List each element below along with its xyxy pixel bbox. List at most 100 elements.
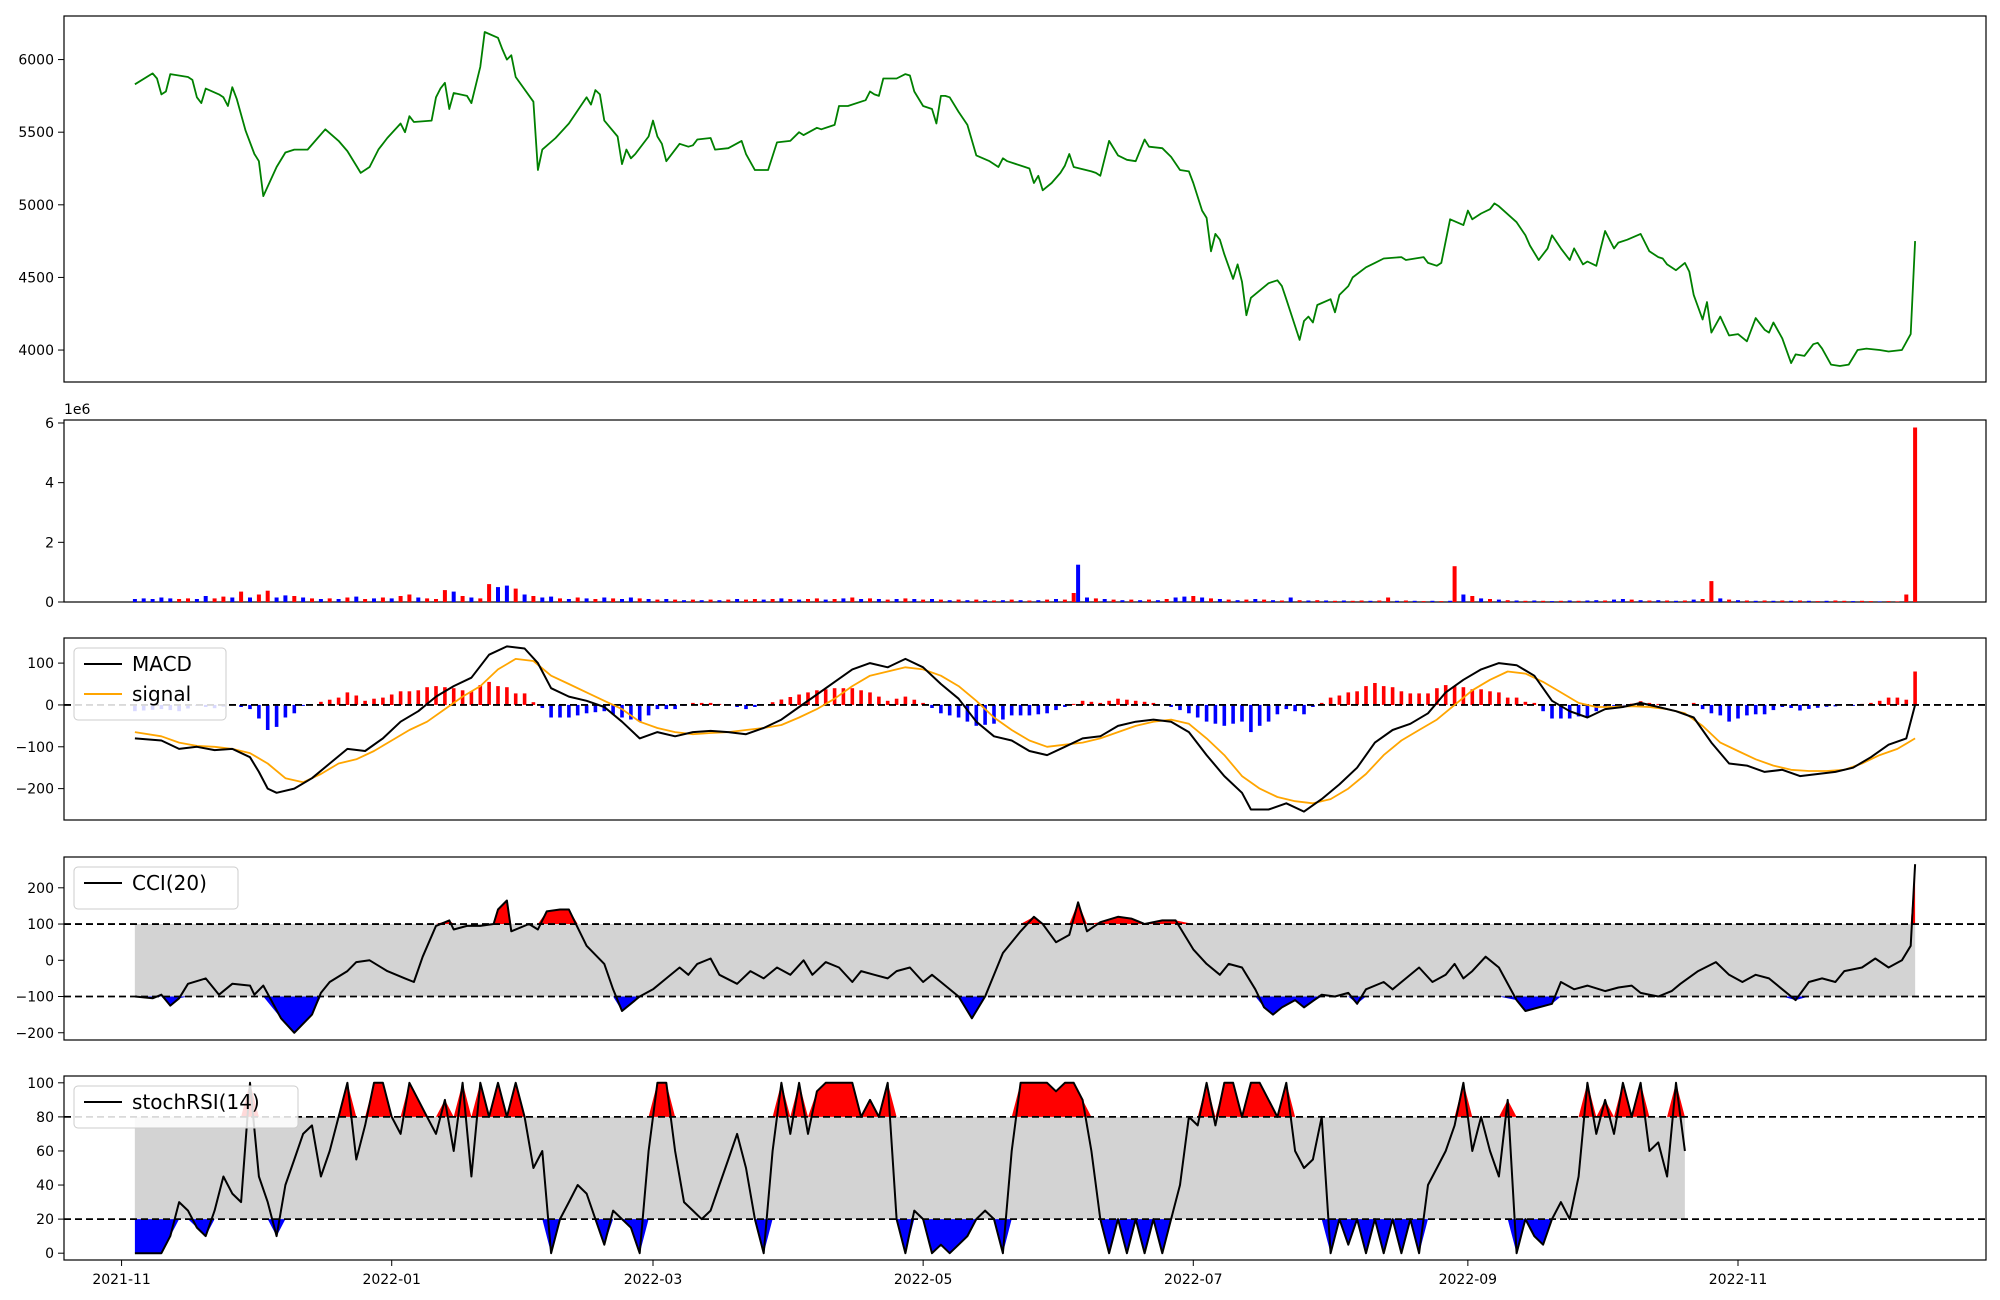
volume-bar bbox=[177, 599, 182, 602]
volume-bar bbox=[1532, 600, 1537, 602]
panel-3-neutral-band bbox=[134, 924, 1916, 997]
volume-bar bbox=[876, 599, 881, 602]
macd-histogram-bar bbox=[974, 704, 979, 726]
y-tick-label: 4000 bbox=[18, 343, 54, 359]
macd-histogram-bar bbox=[1328, 697, 1333, 705]
volume-bar bbox=[1461, 594, 1466, 602]
macd-histogram-bar bbox=[354, 695, 359, 705]
panel-4-oversold-fill bbox=[134, 1219, 1685, 1254]
y-tick-label: 6 bbox=[45, 416, 54, 432]
volume-bar bbox=[637, 598, 642, 602]
macd-histogram-bar bbox=[797, 694, 801, 705]
volume-bar bbox=[1288, 597, 1293, 602]
macd-histogram-bar bbox=[788, 697, 793, 705]
macd-histogram-bar bbox=[1762, 704, 1767, 715]
macd-histogram-bar bbox=[655, 704, 660, 710]
macd-histogram-bar bbox=[496, 686, 500, 705]
panel-2-legend: MACD signal bbox=[73, 647, 227, 721]
volume-bar bbox=[1647, 600, 1652, 602]
volume-bar bbox=[531, 596, 536, 602]
macd-histogram-bar bbox=[1612, 704, 1616, 706]
volume-bar bbox=[540, 597, 545, 602]
macd-histogram-bar bbox=[1417, 693, 1421, 705]
volume-bar bbox=[416, 597, 421, 602]
volume-bar bbox=[611, 598, 616, 602]
panel-3-y-axis: −200 −100 0 100 200 bbox=[16, 881, 64, 1042]
volume-bar bbox=[593, 599, 598, 602]
macd-histogram-bar bbox=[983, 704, 987, 725]
volume-bar bbox=[1789, 600, 1794, 602]
macd-histogram-bar bbox=[806, 692, 810, 705]
macd-histogram-bar bbox=[1435, 688, 1439, 705]
macd-histogram-bar bbox=[1523, 701, 1528, 705]
x-tick-label: 2021-11 bbox=[92, 1272, 151, 1288]
volume-bar bbox=[1209, 598, 1213, 602]
volume-bar bbox=[150, 599, 155, 602]
volume-bar bbox=[1824, 600, 1829, 602]
volume-bar bbox=[938, 599, 943, 602]
volume-bar bbox=[1045, 599, 1050, 602]
volume-bar bbox=[1488, 599, 1492, 602]
macd-histogram-bar bbox=[708, 702, 713, 705]
volume-bar bbox=[1718, 598, 1723, 602]
macd-histogram-bar bbox=[319, 701, 323, 705]
volume-bar bbox=[1386, 597, 1391, 602]
macd-histogram-bar bbox=[1745, 704, 1749, 716]
volume-bar bbox=[469, 597, 474, 602]
y-tick-label: 0 bbox=[45, 595, 54, 611]
panel-4-frame bbox=[63, 1075, 1987, 1261]
macd-histogram-bar bbox=[1851, 704, 1855, 706]
volume-bar bbox=[1164, 599, 1169, 602]
volume-bar bbox=[1111, 599, 1116, 602]
volume-bar bbox=[327, 598, 332, 602]
macd-histogram-bar bbox=[283, 704, 288, 718]
volume-bar bbox=[841, 598, 846, 602]
signal-line bbox=[134, 658, 1916, 805]
volume-bar bbox=[708, 599, 713, 602]
macd-histogram-bar bbox=[885, 700, 890, 705]
legend-box bbox=[73, 647, 227, 721]
y-tick-label: 100 bbox=[27, 656, 54, 672]
macd-histogram-bar bbox=[1550, 704, 1554, 719]
macd-histogram-bar bbox=[513, 693, 518, 705]
volume-bar bbox=[239, 591, 244, 602]
macd-histogram-bar bbox=[1027, 704, 1032, 716]
volume-bar bbox=[788, 599, 793, 602]
volume-bar bbox=[1421, 601, 1426, 602]
y-tick-label: −200 bbox=[16, 782, 54, 798]
y-tick-label: 5000 bbox=[18, 198, 54, 214]
macd-histogram-bar bbox=[903, 696, 908, 705]
volume-bar bbox=[1071, 593, 1076, 602]
volume-bar bbox=[1306, 600, 1311, 602]
macd-histogram-bar bbox=[1869, 702, 1873, 705]
volume-bar bbox=[690, 599, 695, 602]
volume-bar bbox=[186, 598, 190, 602]
volume-bar bbox=[1620, 599, 1625, 602]
macd-histogram-bar bbox=[1302, 704, 1306, 715]
volume-bar bbox=[1470, 596, 1475, 602]
cci-line bbox=[134, 864, 1917, 1034]
volume-bar bbox=[558, 598, 562, 602]
macd-histogram-bar bbox=[1257, 704, 1262, 726]
volume-bar bbox=[1009, 599, 1014, 602]
macd-histogram-bar bbox=[691, 702, 695, 705]
macd-histogram-bar bbox=[522, 693, 527, 705]
macd-histogram-bar bbox=[1178, 704, 1182, 711]
stochrsi-line bbox=[134, 1081, 1686, 1255]
macd-histogram-bar bbox=[398, 691, 403, 705]
volume-bar bbox=[354, 596, 359, 602]
volume-bar bbox=[903, 598, 908, 602]
macd-histogram-bar bbox=[1753, 704, 1758, 715]
volume-bar bbox=[1514, 600, 1519, 602]
macd-histogram-bar bbox=[1532, 702, 1537, 705]
volume-bar bbox=[894, 599, 899, 602]
macd-histogram-bar bbox=[611, 704, 615, 715]
panel-3-legend: CCI(20) bbox=[73, 866, 239, 910]
macd-histogram-bar bbox=[939, 704, 943, 714]
price-line bbox=[134, 31, 1916, 367]
volume-bar bbox=[628, 597, 633, 602]
volume-bar bbox=[274, 597, 279, 602]
macd-histogram-bar bbox=[1036, 704, 1041, 715]
volume-bar bbox=[1815, 601, 1820, 602]
panel-4-y-axis: 0 20 40 60 80 100 bbox=[27, 1076, 64, 1262]
